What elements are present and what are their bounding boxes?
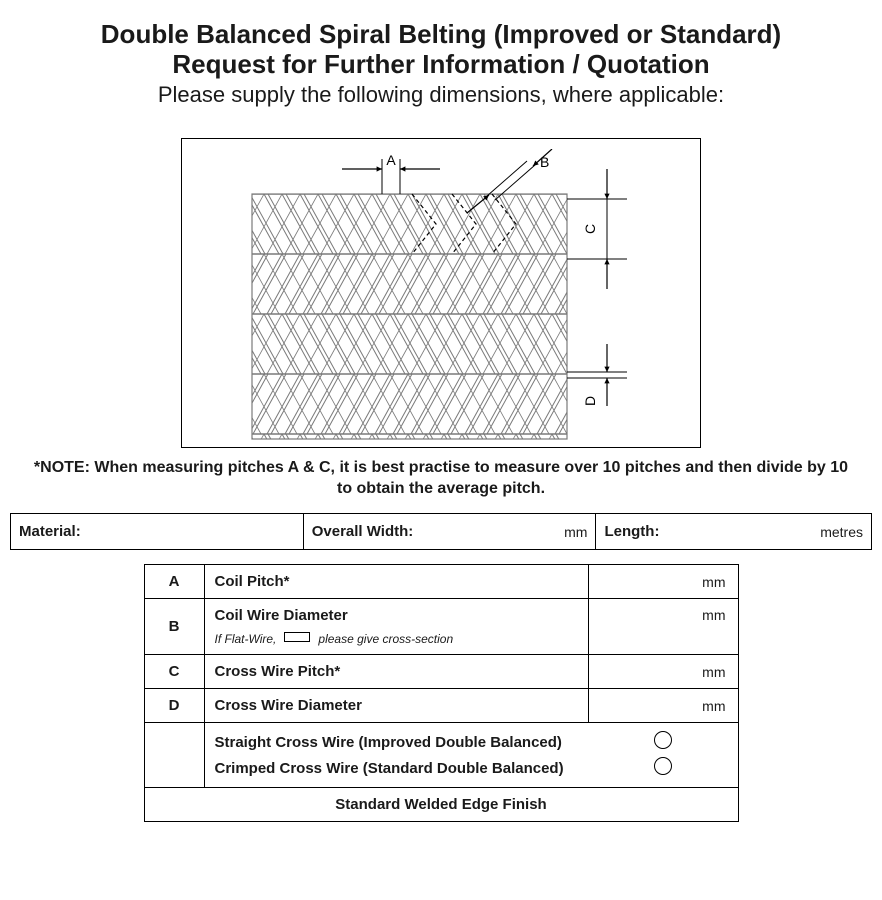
table-row: Standard Welded Edge Finish [144,788,738,822]
length-unit: metres [820,524,863,540]
dim-desc-main: Coil Wire Diameter [215,607,348,624]
dim-letter: A [144,565,204,599]
footer-cell: Standard Welded Edge Finish [144,788,738,822]
dim-letter: B [144,599,204,655]
dim-desc: Coil Wire Diameter If Flat-Wire, please … [204,599,588,655]
svg-text:B: B [540,154,549,170]
option-crimped-radio[interactable] [654,757,672,775]
option-straight-label: Straight Cross Wire (Improved Double Bal… [215,734,562,751]
dim-unit: mm [702,664,727,680]
table-row: C Cross Wire Pitch* mm [144,655,738,689]
page-title: Double Balanced Spiral Belting (Improved… [10,20,872,80]
dim-letter: D [144,689,204,723]
material-cell[interactable]: Material: [11,514,304,550]
diagram-frame: A B C D [181,138,701,448]
table-row: D Cross Wire Diameter mm [144,689,738,723]
flatwire-prefix: If Flat-Wire, [215,632,277,646]
belt-diagram: A B C D [192,149,690,447]
dimension-table: A Coil Pitch* mm B Coil Wire Diameter If… [144,564,739,822]
svg-text:C: C [582,224,598,234]
dim-unit: mm [702,607,727,623]
length-cell[interactable]: Length: metres [596,514,872,550]
overall-width-unit: mm [564,524,587,540]
title-line-1: Double Balanced Spiral Belting (Improved… [101,19,781,49]
option-crimped-label: Crimped Cross Wire (Standard Double Bala… [215,760,564,777]
flatwire-suffix: please give cross-section [318,632,453,646]
dim-desc: Coil Pitch* [204,565,588,599]
dim-value-cell[interactable]: mm [588,599,738,655]
dim-desc: Cross Wire Pitch* [204,655,588,689]
page-subtitle: Please supply the following dimensions, … [10,82,872,108]
table-row: B Coil Wire Diameter If Flat-Wire, pleas… [144,599,738,655]
length-label: Length: [604,523,659,540]
flatwire-rect-icon [284,632,310,642]
overall-width-label: Overall Width: [312,523,414,540]
dim-value-cell[interactable]: mm [588,565,738,599]
table-row: A Coil Pitch* mm [144,565,738,599]
options-cell: Straight Cross Wire (Improved Double Bal… [204,723,738,788]
material-label: Material: [19,523,81,540]
dim-value-cell[interactable]: mm [588,655,738,689]
dim-desc: Cross Wire Diameter [204,689,588,723]
title-line-2: Request for Further Information / Quotat… [172,49,709,79]
overall-width-cell[interactable]: Overall Width: mm [303,514,596,550]
dim-letter-empty [144,723,204,788]
svg-text:D: D [582,396,598,406]
note-text: *NOTE: When measuring pitches A & C, it … [30,458,852,500]
option-straight-radio[interactable] [654,731,672,749]
top-table: Material: Overall Width: mm Length: metr… [10,513,872,550]
dim-unit: mm [702,698,727,714]
svg-text:A: A [386,152,396,168]
dim-letter: C [144,655,204,689]
dim-unit: mm [702,574,727,590]
table-row: Straight Cross Wire (Improved Double Bal… [144,723,738,788]
dim-value-cell[interactable]: mm [588,689,738,723]
